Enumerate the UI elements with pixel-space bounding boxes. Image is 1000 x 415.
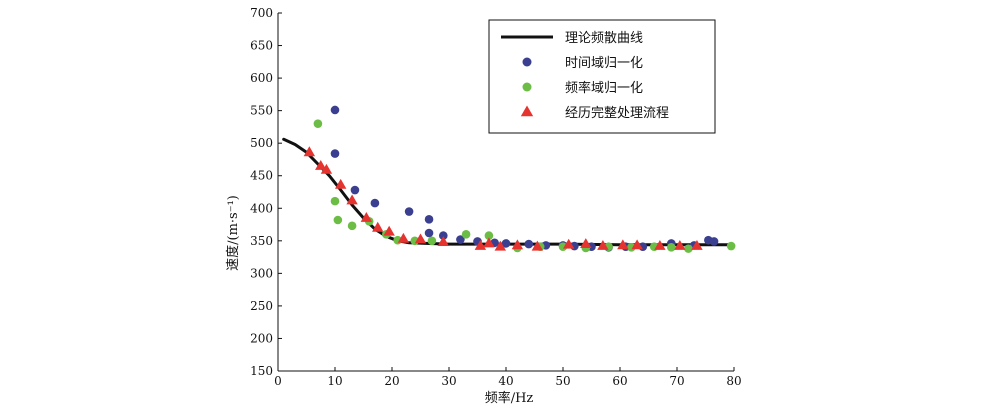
x-tick-label: 60 xyxy=(612,374,627,388)
data-point-series-3 xyxy=(474,240,487,250)
data-point-series-2 xyxy=(667,243,676,252)
legend-label: 经历完整处理流程 xyxy=(565,106,669,121)
data-point-series-2 xyxy=(313,119,323,128)
data-point-series-2 xyxy=(558,242,568,251)
data-point-series-3 xyxy=(511,239,524,250)
data-point-series-1 xyxy=(501,239,511,248)
data-point-series-3 xyxy=(674,240,686,250)
axes: 0 10 20 30 40 50 60 70 80 150 200 250 300 350 400 450 50… xyxy=(250,6,742,388)
data-point-series-3 xyxy=(494,240,506,251)
data-point-series-1 xyxy=(330,105,340,115)
data-point-series-2 xyxy=(726,241,736,251)
legend-circle-marker xyxy=(522,57,532,67)
legend-label: 频率域归一化 xyxy=(565,80,643,96)
data-point-series-2 xyxy=(333,215,343,225)
data-point-series-3 xyxy=(691,240,703,250)
data-point-series-3 xyxy=(397,232,410,243)
data-point-series-2 xyxy=(347,221,357,231)
data-point-series-3 xyxy=(303,146,316,157)
y-tick-label: 350 xyxy=(250,234,273,248)
x-tick-label: 30 xyxy=(441,374,456,388)
data-point-series-3 xyxy=(597,240,609,250)
data-point-series-3 xyxy=(631,239,643,250)
data-point-series-3 xyxy=(360,212,373,222)
data-point-series-2 xyxy=(484,231,494,240)
data-point-series-2 xyxy=(330,196,340,206)
data-point-series-1 xyxy=(424,215,434,224)
data-point-series-2 xyxy=(461,230,471,239)
data-point-series-1 xyxy=(524,239,534,249)
plot-area xyxy=(282,105,736,253)
data-point-series-3 xyxy=(654,240,666,250)
data-point-series-1 xyxy=(404,207,414,216)
data-point-series-3 xyxy=(531,240,544,251)
data-point-series-1 xyxy=(439,231,448,240)
data-point-series-3 xyxy=(563,238,575,249)
y-tick-label: 150 xyxy=(250,364,273,378)
data-point-series-3 xyxy=(346,194,358,205)
y-tick-label: 650 xyxy=(250,39,273,53)
data-point-series-3 xyxy=(483,237,495,248)
data-point-series-2 xyxy=(684,244,693,253)
data-point-series-1 xyxy=(709,237,719,246)
data-point-series-3 xyxy=(437,236,449,247)
data-point-series-1 xyxy=(424,228,434,238)
x-tick-label: 50 xyxy=(555,374,570,388)
data-point-series-3 xyxy=(315,159,327,170)
data-point-series-1 xyxy=(370,198,380,208)
x-tick-label: 70 xyxy=(669,374,684,388)
y-tick-label: 200 xyxy=(250,331,273,345)
data-point-series-1 xyxy=(456,235,465,244)
x-tick-label: 10 xyxy=(327,374,342,388)
data-point-series-3 xyxy=(372,221,384,232)
data-point-series-2 xyxy=(427,236,437,246)
y-tick-label: 500 xyxy=(250,136,273,150)
data-point-series-3 xyxy=(580,238,592,248)
y-axis-title: 速度/(m·s⁻¹) xyxy=(225,195,241,271)
legend-label: 时间域归一化 xyxy=(565,56,643,71)
data-point-series-3 xyxy=(617,239,629,250)
data-point-series-1 xyxy=(350,185,360,195)
x-axis-title: 频率/Hz xyxy=(485,390,534,406)
y-tick-label: 450 xyxy=(250,169,273,183)
x-tick-label: 20 xyxy=(384,374,399,388)
data-point-series-3 xyxy=(320,163,333,174)
legend-label: 理论频散曲线 xyxy=(565,31,643,46)
y-tick-label: 600 xyxy=(250,71,273,85)
data-point-series-3 xyxy=(383,225,395,236)
x-tick-label: 40 xyxy=(498,374,513,388)
data-point-series-3 xyxy=(414,233,427,244)
legend-triangle-marker xyxy=(520,105,534,117)
data-point-series-3 xyxy=(335,178,347,189)
y-tick-label: 550 xyxy=(250,104,273,118)
legend-circle-marker xyxy=(522,82,532,92)
y-tick-label: 300 xyxy=(250,266,273,280)
x-tick-label: 0 xyxy=(274,374,282,388)
y-tick-label: 250 xyxy=(250,299,273,313)
data-point-series-1 xyxy=(330,149,340,158)
data-point-series-2 xyxy=(627,243,636,252)
y-tick-label: 400 xyxy=(250,201,273,215)
y-tick-label: 700 xyxy=(250,6,273,20)
x-tick-label: 80 xyxy=(726,374,741,388)
